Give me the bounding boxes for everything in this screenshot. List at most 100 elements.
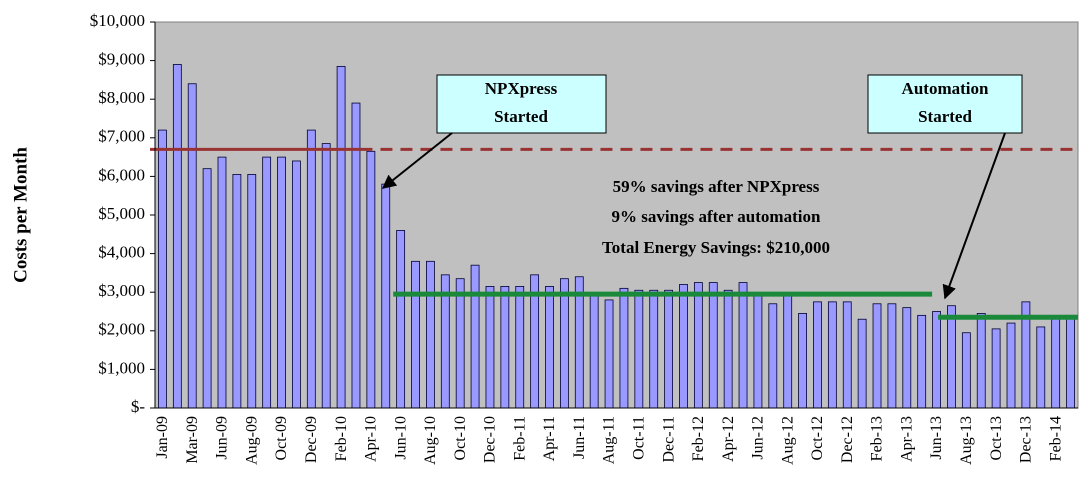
x-tick-label: Dec-09 [303, 416, 320, 463]
annotation: NPXpress [485, 79, 558, 98]
bar [976, 313, 986, 409]
bar [232, 174, 242, 409]
bar [172, 64, 182, 409]
bar [187, 83, 197, 409]
x-tick-label: Oct-12 [809, 416, 826, 460]
bar [589, 295, 599, 409]
bar [515, 286, 525, 409]
bar [217, 156, 227, 409]
bar [545, 286, 554, 409]
annotation: Started [494, 107, 548, 126]
y-tick-label: $10,000 [90, 11, 145, 30]
annotation-box [436, 74, 607, 134]
x-tick-label: Feb-12 [690, 416, 707, 461]
bar [768, 303, 778, 409]
y-tick-label: $- [131, 397, 146, 416]
y-tick-label: $8,000 [98, 88, 145, 107]
x-tick-label: Apr-10 [363, 416, 380, 462]
bar [426, 260, 435, 409]
bar [798, 313, 807, 409]
x-tick-label: Aug-13 [958, 416, 975, 465]
bar [158, 129, 167, 409]
bar [679, 284, 688, 409]
x-tick-label: Jan-09 [154, 416, 171, 459]
bar [917, 314, 927, 409]
bar [708, 282, 718, 409]
x-tick-label: Dec-13 [1018, 416, 1035, 463]
bar [991, 328, 1001, 409]
x-tick-label: Oct-09 [273, 416, 290, 460]
x-tick-label: Oct-13 [988, 416, 1005, 460]
bar [455, 278, 465, 409]
bar [500, 286, 510, 409]
x-tick-label: Aug-12 [779, 416, 796, 465]
x-tick-label: Feb-14 [1047, 416, 1064, 461]
y-tick-label: $9,000 [98, 50, 145, 69]
bar [872, 303, 882, 409]
bar [262, 156, 272, 409]
x-tick-label: Feb-13 [869, 416, 886, 461]
bar [902, 307, 912, 409]
bar [619, 287, 629, 409]
x-tick-label: Mar-09 [184, 416, 201, 464]
bar [604, 299, 614, 409]
x-tick-label: Jun-12 [750, 416, 767, 460]
bar [827, 301, 837, 409]
x-tick-label: Apr-13 [898, 416, 915, 462]
arrow [381, 132, 453, 189]
bar [857, 318, 867, 409]
y-tick-label: $5,000 [98, 204, 145, 223]
bar [277, 156, 286, 409]
x-tick-label: Oct-10 [452, 416, 469, 460]
bar [738, 282, 748, 409]
bar [932, 311, 941, 409]
x-tick-label: Feb-11 [511, 416, 528, 461]
bar [396, 230, 406, 409]
x-tick-label: Oct-11 [631, 416, 648, 460]
bar [753, 295, 763, 409]
bar [366, 150, 376, 409]
x-tick-label: Jun-11 [571, 416, 588, 459]
bar [1006, 322, 1016, 409]
annotation: 59% savings after NPXpress [613, 177, 820, 196]
x-tick-label: Apr-11 [541, 416, 558, 461]
arrow [942, 132, 1006, 300]
y-axis-label: Costs per Month [10, 147, 31, 283]
x-tick-label: Aug-10 [422, 416, 439, 465]
x-tick-label: Jun-09 [214, 416, 231, 460]
bar [783, 293, 793, 409]
bar [559, 278, 569, 409]
x-tick-label: Aug-11 [601, 416, 618, 464]
bar [813, 301, 822, 409]
y-tick-label: $4,000 [98, 243, 145, 262]
bar [470, 264, 480, 409]
bar [485, 286, 495, 409]
bar [1066, 314, 1075, 409]
annotation-box [867, 74, 1023, 134]
y-tick-label: $3,000 [98, 281, 145, 300]
y-tick-label: $6,000 [98, 165, 145, 184]
bar [947, 305, 956, 409]
annotation: Total Energy Savings: $210,000 [602, 238, 830, 257]
bar [842, 301, 852, 409]
annotation: Automation [902, 79, 989, 98]
x-tick-label: Dec-12 [839, 416, 856, 463]
bar [336, 65, 346, 409]
y-tick-label: $7,000 [98, 127, 145, 146]
bar [723, 289, 733, 409]
bar [202, 168, 212, 409]
x-tick-label: Dec-10 [482, 416, 499, 463]
x-tick-label: Apr-12 [720, 416, 737, 462]
x-tick-label: Aug-09 [243, 416, 260, 465]
bar [292, 160, 301, 409]
bar [381, 183, 391, 409]
x-tick-label: Jun-10 [392, 416, 409, 460]
bar [321, 143, 331, 409]
x-tick-label: Feb-10 [333, 416, 350, 461]
bar [306, 129, 316, 409]
bar [664, 289, 674, 409]
y-tick-label: $1,000 [98, 358, 145, 377]
y-tick-label: $2,000 [98, 320, 145, 339]
